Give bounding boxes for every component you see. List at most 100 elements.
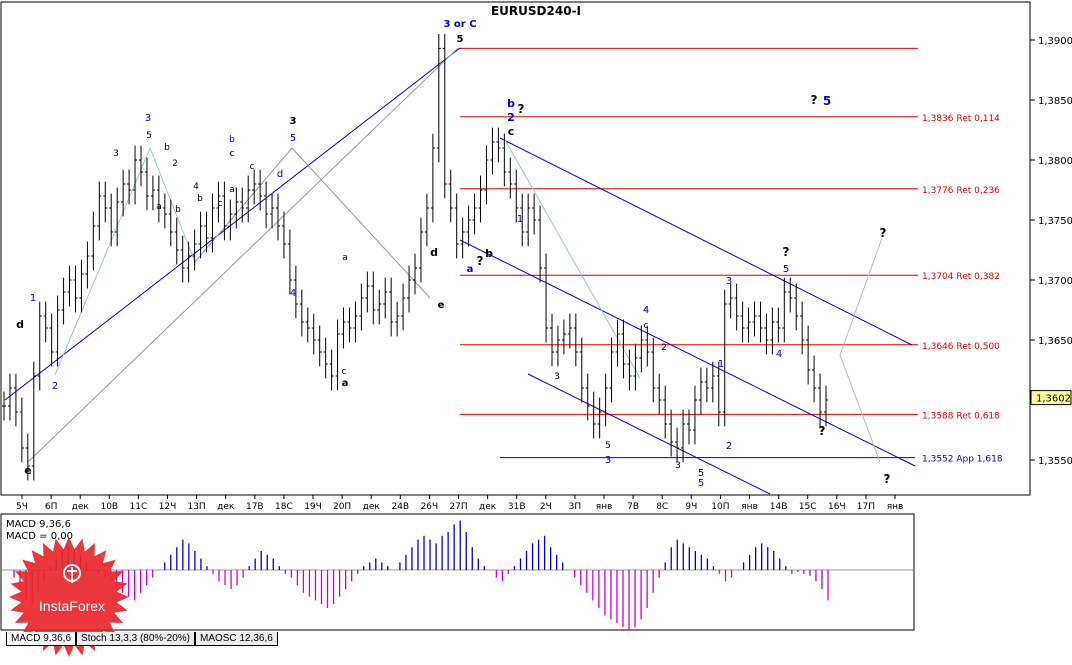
wave-label: ? <box>880 226 887 240</box>
price-bar <box>264 181 269 229</box>
wave-label: 2 <box>661 343 667 353</box>
time-tick-label: 5Ч <box>16 502 28 512</box>
price-bar <box>43 301 48 343</box>
tab-macd[interactable]: MACD 9,36,6 <box>6 632 77 646</box>
price-bar <box>627 349 632 391</box>
current-price-label: 1,3602 <box>1036 394 1071 405</box>
price-bar <box>323 337 328 379</box>
fib-level-label: 1,3588 Ret 0,618 <box>922 411 1000 421</box>
time-tick-label: 15С <box>799 502 817 512</box>
wave-label: 5 <box>783 264 789 275</box>
fib-level-label: 1,3646 Ret 0,500 <box>922 342 1000 352</box>
time-tick-label: янв <box>887 502 904 512</box>
price-bar <box>216 181 221 223</box>
price-bar <box>478 175 483 223</box>
wave-label: b <box>175 205 181 215</box>
price-bar <box>657 373 662 415</box>
time-tick-label: 20П <box>333 502 351 512</box>
macd-title: MACD 9,36,6 <box>6 519 71 530</box>
price-bar <box>561 319 566 355</box>
time-tick-label: дек <box>363 502 381 512</box>
wave-label: ? <box>884 472 891 486</box>
time-tick-label: 12Ч <box>159 502 177 512</box>
time-tick-label: 17П <box>857 502 875 512</box>
wave-label: b <box>485 247 493 260</box>
wave-label: a <box>156 202 162 212</box>
price-bar <box>758 301 763 343</box>
price-bar <box>466 205 471 247</box>
price-bar <box>490 127 495 175</box>
logo-splash <box>9 537 129 657</box>
price-bar <box>645 325 650 367</box>
price-bar <box>681 409 686 463</box>
time-tick-label: 31В <box>508 502 526 512</box>
wave-label: c <box>218 199 223 209</box>
logo-text: InstaForex <box>39 598 105 614</box>
price-bar <box>127 169 132 205</box>
wave-label: e <box>24 464 31 477</box>
price-bar <box>258 169 263 211</box>
fib-level-label: 1,3836 Ret 0,114 <box>922 114 1000 124</box>
price-bar <box>597 397 602 439</box>
wave-label: c <box>230 149 235 159</box>
wave-label: c <box>644 321 649 331</box>
price-bar <box>192 229 197 271</box>
wave-label: b <box>229 135 235 145</box>
wave-label: c <box>342 367 347 377</box>
price-bar <box>484 145 489 205</box>
tab-maosc[interactable]: MAOSC 12,36,6 <box>194 632 278 646</box>
price-bar <box>591 391 596 439</box>
current-price-box <box>1030 390 1072 406</box>
price-bar <box>25 433 30 481</box>
price-bar <box>413 253 417 295</box>
price-bar <box>240 187 245 223</box>
time-tick-label: 11С <box>130 502 148 512</box>
price-tick-label: 1,3900 <box>1038 36 1072 47</box>
price-bar <box>460 217 465 259</box>
price-bar <box>526 193 531 247</box>
price-bar <box>401 283 406 331</box>
price-bar <box>454 193 459 259</box>
time-tick-label: 2Ч <box>540 502 552 512</box>
price-bar <box>687 409 691 445</box>
price-bar <box>103 181 108 223</box>
price-bar <box>97 181 102 241</box>
price-bar <box>663 385 668 439</box>
wave-label: 1 <box>517 214 523 225</box>
price-bar <box>532 193 537 235</box>
time-tick-label: 14В <box>770 502 788 512</box>
price-bar <box>407 265 412 313</box>
trend-line <box>54 147 151 376</box>
time-tick-label: дек <box>479 502 497 512</box>
time-tick-label: 8С <box>656 502 668 512</box>
wave-label: b <box>164 143 170 153</box>
wave-label: c <box>250 162 255 172</box>
price-bar <box>377 289 382 325</box>
price-bar <box>389 277 394 337</box>
wave-label: 4 <box>776 349 782 360</box>
wave-label: d <box>16 318 24 331</box>
price-bar <box>639 325 644 373</box>
price-bar <box>67 265 72 307</box>
price-bar <box>579 337 584 403</box>
price-bar <box>19 397 24 463</box>
fib-level-label: 1,3776 Ret 0,236 <box>922 186 1000 196</box>
trend-line <box>527 373 771 495</box>
price-bar <box>567 313 572 349</box>
price-bar <box>150 175 155 211</box>
price-bar <box>502 133 507 187</box>
price-bar <box>395 301 400 337</box>
trend-line <box>194 147 293 263</box>
trend-line <box>4 47 461 401</box>
wave-label: ? <box>811 93 818 107</box>
tab-label: MACD 9,36,6 <box>11 633 72 644</box>
tab-stoch[interactable]: Stoch 13,3,3 (80%-20%) <box>76 632 195 646</box>
price-bar <box>520 193 525 247</box>
time-tick-label: 13П <box>187 502 205 512</box>
price-bar <box>544 253 549 343</box>
trend-line <box>839 354 881 463</box>
price-bar <box>538 205 543 283</box>
price-bar <box>782 277 787 343</box>
